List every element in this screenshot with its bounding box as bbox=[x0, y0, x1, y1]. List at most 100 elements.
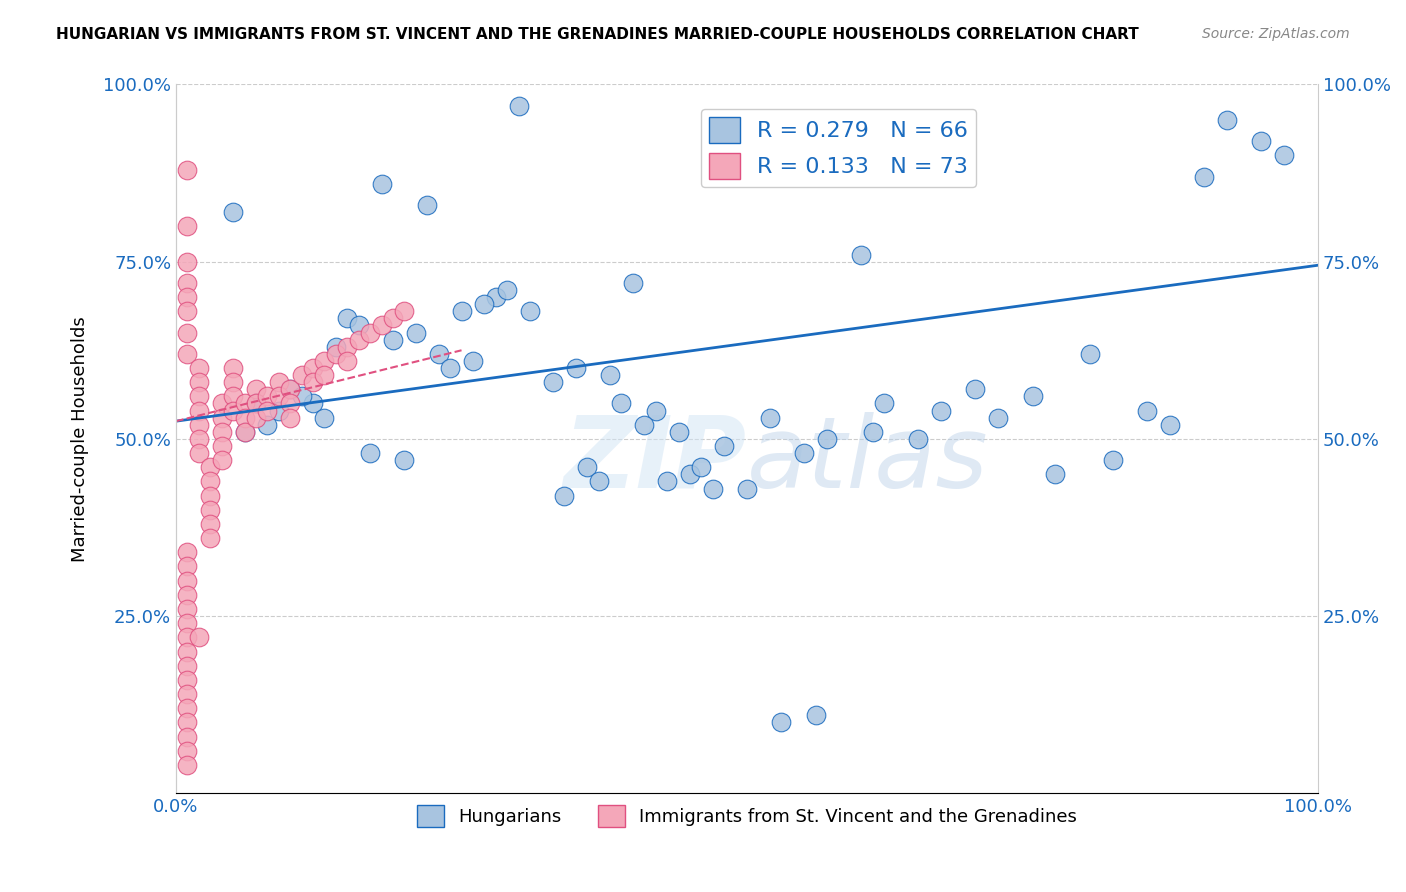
Point bbox=[679, 467, 702, 482]
Point bbox=[553, 489, 575, 503]
Point bbox=[1045, 467, 1067, 482]
Point bbox=[176, 673, 198, 687]
Point bbox=[245, 396, 267, 410]
Point bbox=[1021, 389, 1043, 403]
Point bbox=[187, 417, 209, 432]
Point bbox=[965, 382, 987, 396]
Point bbox=[222, 205, 245, 219]
Point bbox=[382, 311, 405, 326]
Point bbox=[176, 588, 198, 602]
Point bbox=[1250, 134, 1272, 148]
Point bbox=[427, 347, 450, 361]
Point bbox=[176, 219, 198, 234]
Point bbox=[325, 340, 347, 354]
Point bbox=[713, 439, 735, 453]
Point bbox=[1101, 453, 1123, 467]
Point bbox=[187, 446, 209, 460]
Point bbox=[278, 396, 301, 410]
Point bbox=[474, 297, 496, 311]
Point bbox=[359, 446, 381, 460]
Point bbox=[256, 403, 278, 417]
Point bbox=[862, 425, 884, 439]
Point bbox=[690, 460, 713, 475]
Point bbox=[245, 396, 267, 410]
Point bbox=[267, 389, 290, 403]
Point bbox=[347, 333, 370, 347]
Point bbox=[176, 304, 198, 318]
Point bbox=[793, 446, 815, 460]
Point bbox=[176, 162, 198, 177]
Point bbox=[176, 701, 198, 715]
Point bbox=[278, 382, 301, 396]
Point bbox=[211, 410, 233, 425]
Point bbox=[200, 531, 222, 545]
Point bbox=[176, 631, 198, 645]
Point bbox=[314, 410, 336, 425]
Point bbox=[336, 311, 359, 326]
Point bbox=[759, 410, 782, 425]
Point bbox=[621, 276, 644, 290]
Point bbox=[211, 453, 233, 467]
Point bbox=[1078, 347, 1101, 361]
Point bbox=[405, 326, 427, 340]
Point bbox=[541, 375, 564, 389]
Point bbox=[233, 396, 256, 410]
Point bbox=[370, 318, 392, 333]
Point bbox=[176, 559, 198, 574]
Point bbox=[176, 758, 198, 772]
Point bbox=[222, 375, 245, 389]
Point bbox=[176, 658, 198, 673]
Point bbox=[187, 432, 209, 446]
Point bbox=[804, 708, 827, 723]
Point bbox=[200, 489, 222, 503]
Point bbox=[370, 177, 392, 191]
Point bbox=[302, 375, 325, 389]
Point bbox=[176, 545, 198, 559]
Point bbox=[702, 482, 724, 496]
Point bbox=[394, 304, 416, 318]
Point bbox=[256, 389, 278, 403]
Point bbox=[873, 396, 896, 410]
Point bbox=[245, 410, 267, 425]
Text: Source: ZipAtlas.com: Source: ZipAtlas.com bbox=[1202, 27, 1350, 41]
Point bbox=[633, 417, 655, 432]
Point bbox=[267, 403, 290, 417]
Point bbox=[211, 396, 233, 410]
Point bbox=[325, 347, 347, 361]
Point bbox=[576, 460, 599, 475]
Point bbox=[735, 482, 758, 496]
Point bbox=[668, 425, 690, 439]
Text: HUNGARIAN VS IMMIGRANTS FROM ST. VINCENT AND THE GRENADINES MARRIED-COUPLE HOUSE: HUNGARIAN VS IMMIGRANTS FROM ST. VINCENT… bbox=[56, 27, 1139, 42]
Point bbox=[187, 389, 209, 403]
Point bbox=[176, 744, 198, 758]
Point bbox=[770, 715, 793, 730]
Point bbox=[278, 410, 301, 425]
Point bbox=[655, 475, 678, 489]
Point bbox=[176, 290, 198, 304]
Point bbox=[200, 503, 222, 517]
Point bbox=[394, 453, 416, 467]
Point bbox=[200, 460, 222, 475]
Point bbox=[1272, 148, 1295, 162]
Point bbox=[176, 715, 198, 730]
Point bbox=[211, 439, 233, 453]
Point bbox=[1136, 403, 1159, 417]
Point bbox=[176, 730, 198, 744]
Legend: Hungarians, Immigrants from St. Vincent and the Grenadines: Hungarians, Immigrants from St. Vincent … bbox=[409, 797, 1084, 834]
Point bbox=[382, 333, 405, 347]
Point bbox=[291, 389, 314, 403]
Point bbox=[314, 368, 336, 383]
Point bbox=[314, 354, 336, 368]
Point bbox=[245, 382, 267, 396]
Point bbox=[187, 375, 209, 389]
Point bbox=[176, 687, 198, 701]
Point bbox=[200, 516, 222, 531]
Point bbox=[176, 347, 198, 361]
Point bbox=[588, 475, 610, 489]
Point bbox=[450, 304, 472, 318]
Point bbox=[439, 361, 461, 376]
Point bbox=[987, 410, 1010, 425]
Point bbox=[233, 425, 256, 439]
Point bbox=[347, 318, 370, 333]
Point bbox=[256, 417, 278, 432]
